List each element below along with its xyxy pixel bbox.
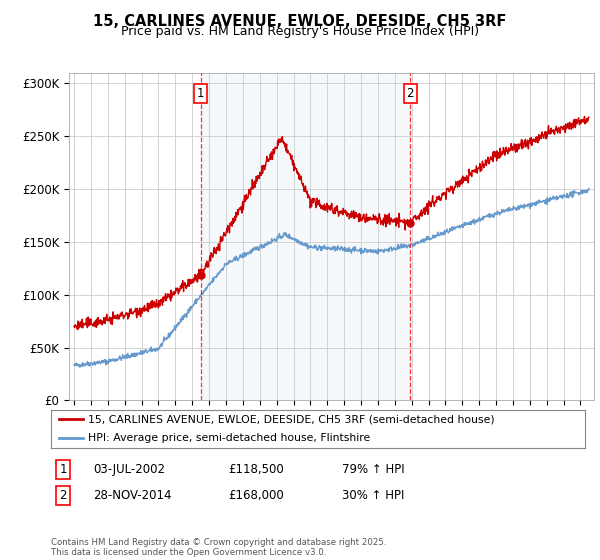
- Text: 28-NOV-2014: 28-NOV-2014: [93, 489, 172, 502]
- Text: 15, CARLINES AVENUE, EWLOE, DEESIDE, CH5 3RF: 15, CARLINES AVENUE, EWLOE, DEESIDE, CH5…: [94, 14, 506, 29]
- Text: £168,000: £168,000: [228, 489, 284, 502]
- Text: 2: 2: [59, 489, 67, 502]
- Bar: [200, 73, 410, 400]
- Text: 2: 2: [407, 87, 414, 100]
- Text: Price paid vs. HM Land Registry's House Price Index (HPI): Price paid vs. HM Land Registry's House …: [121, 25, 479, 38]
- Text: £118,500: £118,500: [228, 463, 284, 476]
- Text: 15, CARLINES AVENUE, EWLOE, DEESIDE, CH5 3RF (semi-detached house): 15, CARLINES AVENUE, EWLOE, DEESIDE, CH5…: [88, 414, 495, 424]
- Text: 1: 1: [59, 463, 67, 476]
- Text: 79% ↑ HPI: 79% ↑ HPI: [342, 463, 404, 476]
- Text: Contains HM Land Registry data © Crown copyright and database right 2025.
This d: Contains HM Land Registry data © Crown c…: [51, 538, 386, 557]
- Text: 03-JUL-2002: 03-JUL-2002: [93, 463, 165, 476]
- Text: HPI: Average price, semi-detached house, Flintshire: HPI: Average price, semi-detached house,…: [88, 433, 371, 444]
- Text: 30% ↑ HPI: 30% ↑ HPI: [342, 489, 404, 502]
- Text: 1: 1: [197, 87, 205, 100]
